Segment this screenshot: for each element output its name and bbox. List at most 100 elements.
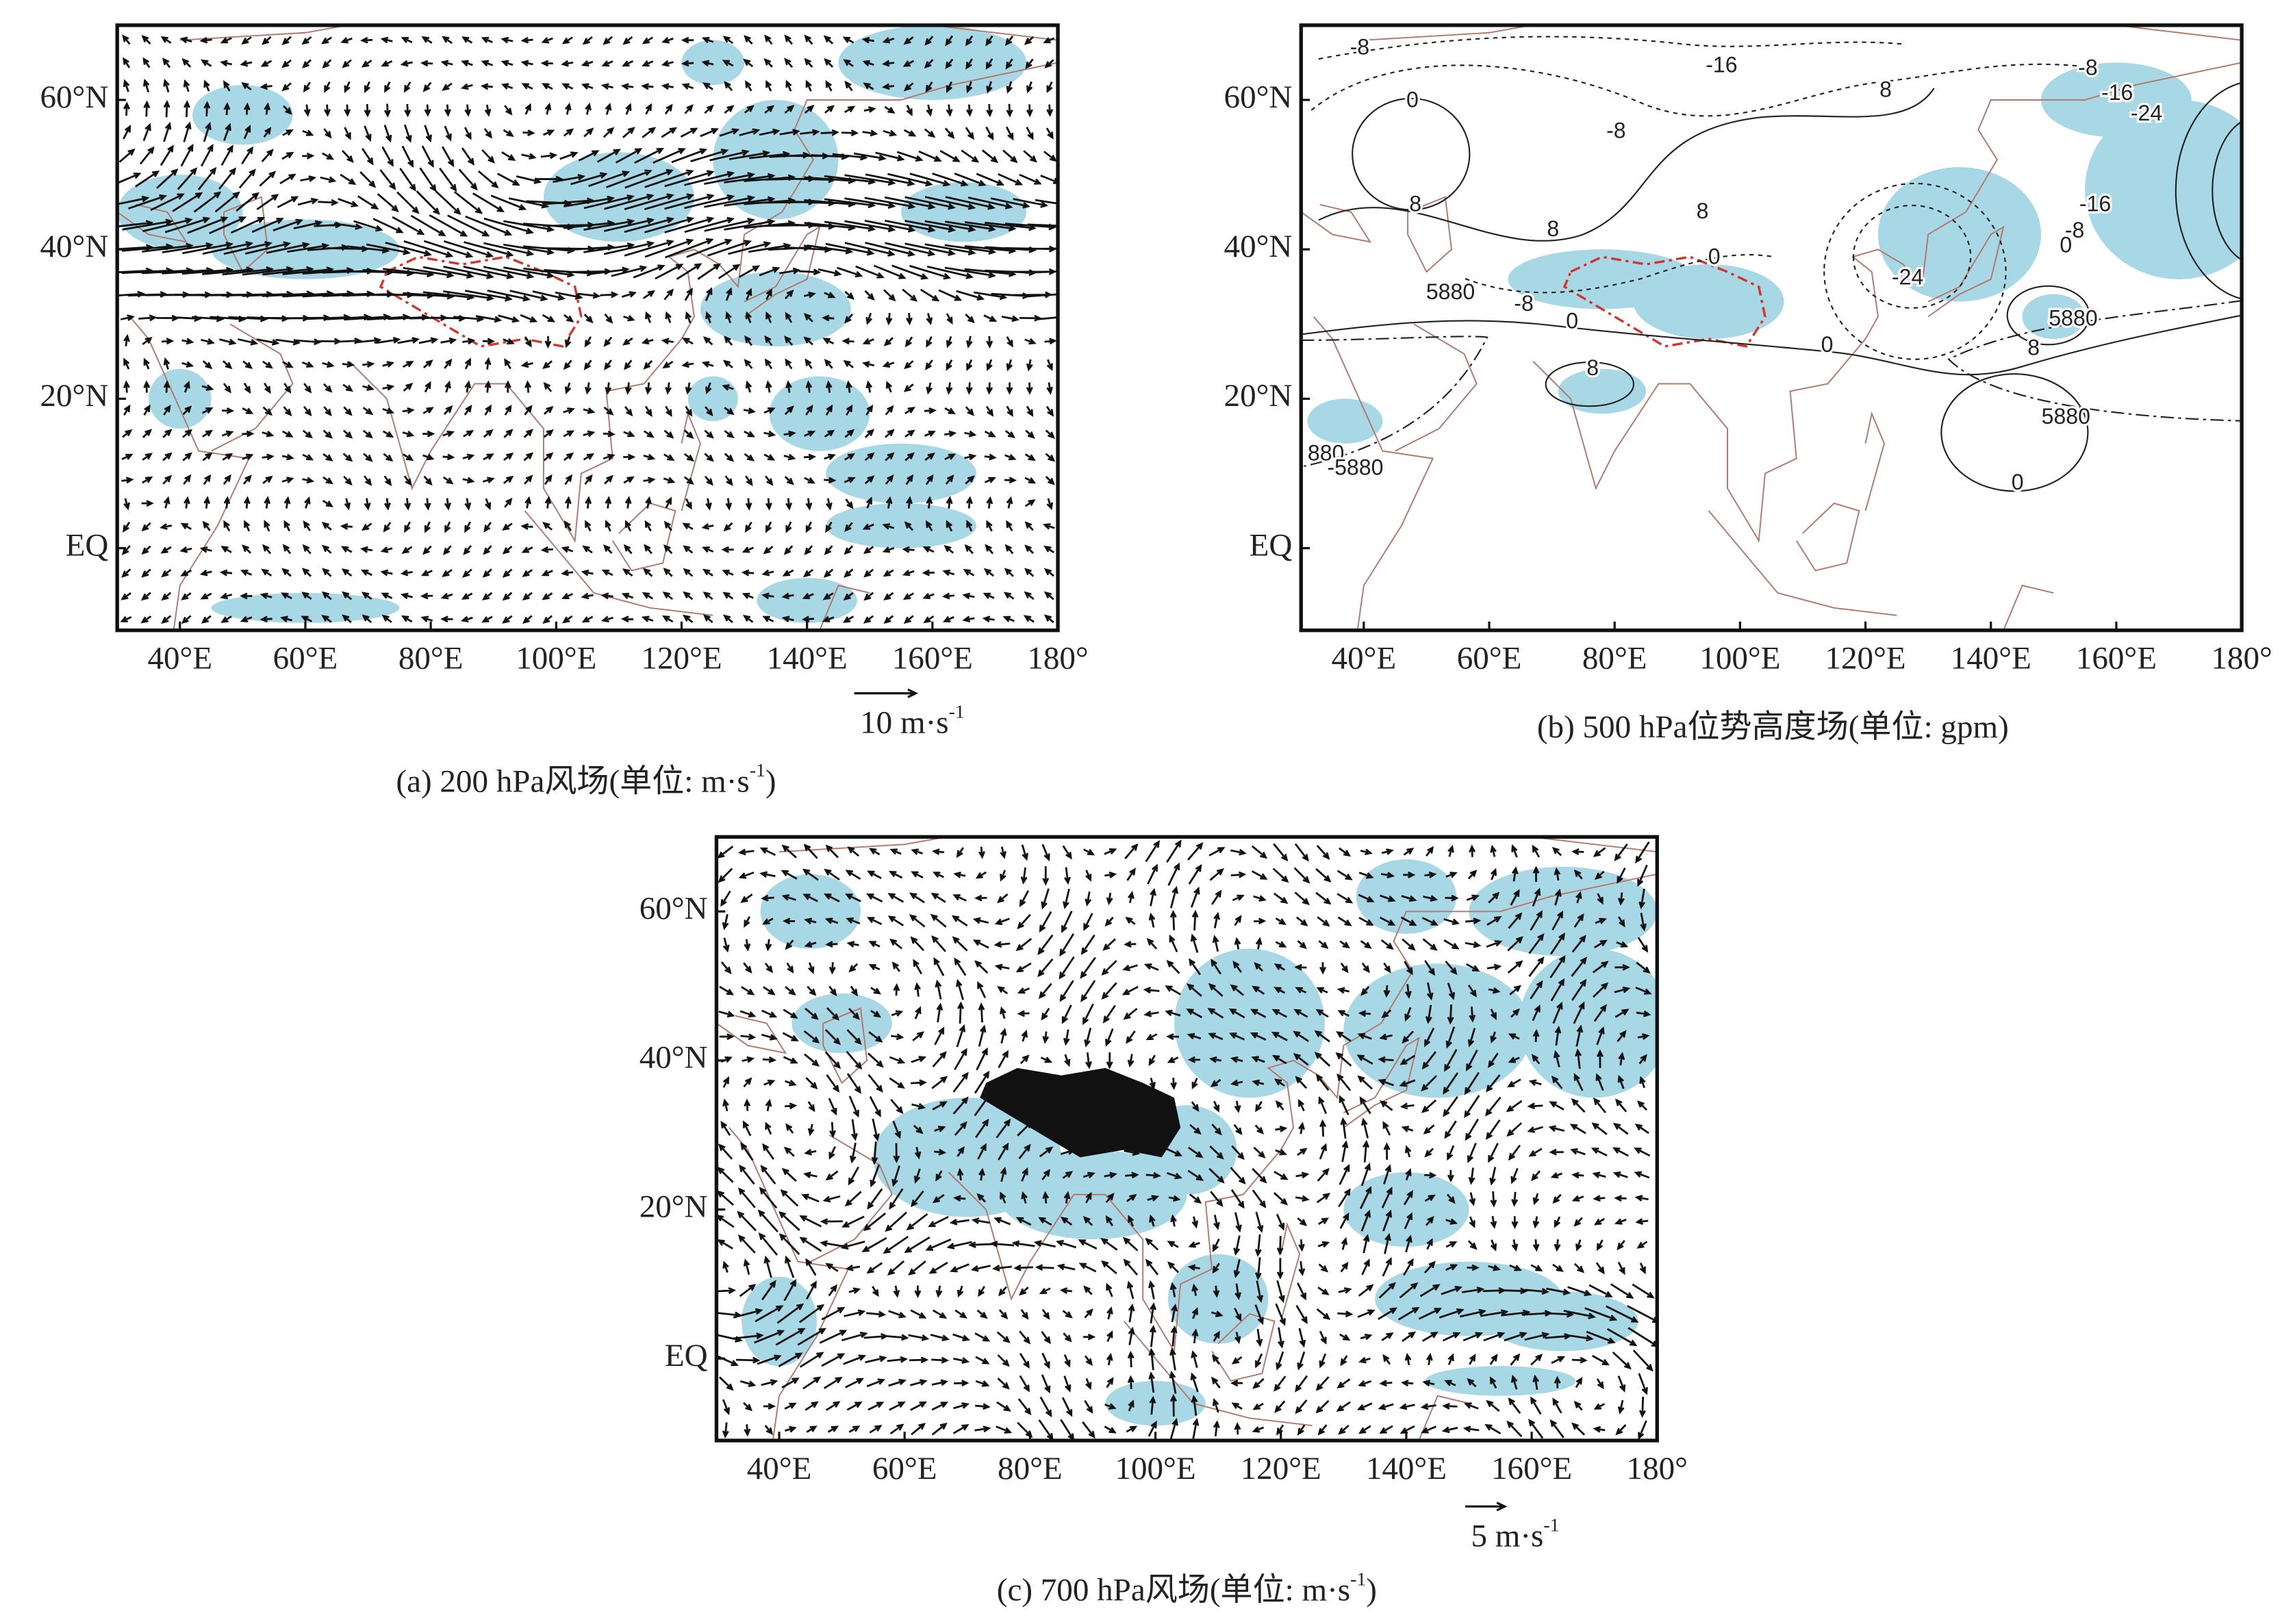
map-panel: 60°N 40°N 20°N EQ 40°E 60°E 80°E 100°E 120°E 140°…: [40, 23, 1089, 800]
y-tick-label: 60°N: [1224, 79, 1293, 115]
y-tick-label: 20°N: [639, 1189, 708, 1224]
contour-label: 0: [1566, 309, 1578, 333]
x-tick-label: 100°E: [1699, 640, 1780, 676]
shaded-region: [1105, 1380, 1206, 1426]
shaded-region: [791, 993, 892, 1054]
y-tick-label: 40°N: [1224, 229, 1293, 264]
panel-caption: (a) 200 hPa风场(单位: m·s-1): [396, 761, 776, 800]
contour-label: 0: [1406, 88, 1419, 112]
contour-label: 8: [1586, 355, 1599, 380]
contour-label: 880: [1308, 440, 1345, 465]
coastline: [349, 62, 1059, 543]
contour-label: -5880: [1327, 455, 1383, 480]
coastline: [1407, 196, 1453, 273]
shaded-region: [687, 376, 738, 422]
caption-sup: -1: [1350, 1569, 1366, 1590]
y-tick-label: 40°N: [639, 1040, 708, 1076]
coastline: [1864, 411, 1885, 511]
x-tick-label: 80°E: [998, 1451, 1063, 1486]
contour-label: 0: [1821, 332, 1834, 357]
wind-vectors: [716, 839, 1658, 1441]
panel-caption: (c) 700 hPa风场(单位: m·s-1): [997, 1569, 1377, 1608]
reference-sup: -1: [949, 702, 965, 723]
contour-label: 8: [1879, 77, 1892, 102]
x-tick-label: 180°: [1027, 640, 1088, 676]
x-tick-label: 100°E: [516, 640, 596, 676]
x-tick-label: 140°E: [1366, 1451, 1447, 1486]
coastline: [211, 323, 294, 452]
caption-sup: -1: [750, 761, 765, 782]
shaded-region: [1877, 167, 2042, 302]
shaded-region: [148, 368, 212, 429]
shaded-region: [1558, 368, 1647, 414]
coastline: [1343, 1037, 1420, 1128]
x-tick-label: 120°E: [1241, 1451, 1321, 1486]
reference-label: 5 m·s-1: [1471, 1515, 1559, 1554]
shaded-region: [901, 181, 1027, 242]
reference-text: 10 m·s: [860, 705, 948, 741]
x-tick-label: 120°E: [641, 640, 722, 676]
shaded-region: [1167, 1254, 1269, 1344]
contour-label: -8: [2065, 218, 2085, 242]
shaded-region: [681, 40, 745, 86]
x-tick-label: 160°E: [2076, 640, 2157, 676]
x-tick-label: 180°: [2211, 640, 2272, 676]
x-tick-label: 100°E: [1115, 1451, 1195, 1486]
reference-sup: -1: [1543, 1515, 1559, 1536]
contour-label: 8: [1697, 199, 1709, 223]
shaded-region: [1343, 963, 1532, 1098]
coastline: [744, 585, 870, 631]
x-tick-label: 40°E: [747, 1451, 812, 1486]
contour-line: [1301, 335, 1488, 468]
wind-vectors: [117, 34, 1059, 624]
coastline: [716, 1015, 787, 1054]
shaded-region: [1307, 398, 1383, 444]
coastline: [822, 1007, 868, 1084]
x-tick-label: 80°E: [1582, 640, 1647, 676]
reference-arrow: [854, 688, 919, 698]
coastline: [744, 225, 821, 318]
coastline: [1395, 323, 1478, 452]
shaded-region: [544, 152, 694, 242]
x-tick-label: 140°E: [767, 640, 848, 676]
caption-text: (a) 200 hPa风场(单位: m·s: [396, 763, 749, 799]
y-tick-label: 60°N: [40, 79, 108, 115]
contour-line: [1318, 36, 1905, 60]
coastline: [611, 503, 676, 572]
map-frame: [115, 23, 1060, 633]
contour-label: 5880: [2042, 404, 2090, 429]
contour-line: [2212, 120, 2242, 261]
plateau-mask: [980, 1067, 1181, 1158]
contour-line: [1352, 97, 1471, 211]
map-frame: [1299, 23, 2244, 633]
coastline: [1928, 585, 2054, 631]
contour-line: [1852, 205, 1972, 309]
reference-label: 10 m·s-1: [860, 702, 965, 741]
coastline: [1301, 203, 1372, 243]
contour-label: -16: [2101, 80, 2133, 105]
y-tick-label: 20°N: [40, 378, 108, 414]
reference-text: 5 m·s: [1471, 1518, 1543, 1553]
shaded-region: [713, 99, 839, 220]
map-panel: 60°N 40°N 20°N EQ 40°E 60°E 80°E 100°E 120°E 140°…: [639, 835, 1688, 1608]
plateau-outline: [1562, 255, 1766, 348]
contour-label: -8: [2078, 55, 2098, 80]
shaded-region: [769, 376, 870, 451]
x-tick-label: 40°E: [147, 640, 212, 676]
contour-label: 0: [1708, 244, 1721, 269]
coastline: [1363, 25, 2242, 41]
contour-label: -24: [1892, 265, 1923, 290]
contour-line: [1545, 361, 1635, 407]
y-tick-label: EQ: [665, 1338, 708, 1373]
x-tick-label: 120°E: [1825, 640, 1905, 676]
coastline: [1927, 225, 2005, 318]
caption-end: ): [765, 763, 776, 799]
contour-label: 8: [1547, 216, 1559, 241]
caption-text: (c) 700 hPa风场(单位: m·s: [997, 1572, 1350, 1608]
contour-label: -16: [1706, 52, 1737, 77]
contour-line: [1301, 314, 2242, 376]
contour-label: 0: [2060, 232, 2072, 257]
